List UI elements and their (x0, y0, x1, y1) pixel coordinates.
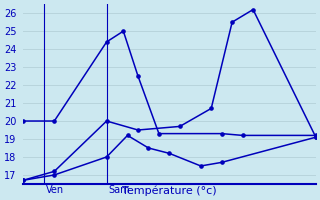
Text: Ven: Ven (46, 185, 64, 195)
X-axis label: Température (°c): Température (°c) (122, 185, 217, 196)
Text: Sam: Sam (109, 185, 130, 195)
